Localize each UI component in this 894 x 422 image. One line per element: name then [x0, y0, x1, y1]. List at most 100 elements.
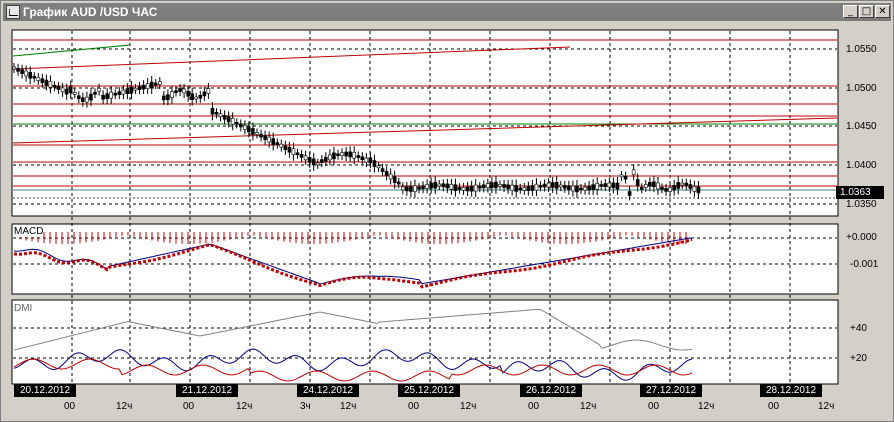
candle-body [109, 91, 113, 99]
candle-body [287, 146, 292, 153]
candle-body [473, 184, 478, 192]
candle-body [210, 107, 215, 115]
candle-body [660, 187, 664, 190]
dmi-tick: +40 [850, 323, 867, 334]
candle-body [218, 113, 223, 118]
dmi-tick: +20 [850, 353, 867, 364]
candle-body [425, 184, 429, 189]
candle-body [486, 183, 490, 188]
candle-body [230, 118, 235, 125]
hour-label: 12ч [116, 401, 133, 412]
title-bar[interactable]: График AUD /USD ЧАС _ □ ✕ [3, 3, 891, 21]
current-price-badge: 1.0363 [836, 186, 884, 199]
candle-body [376, 165, 381, 169]
candle-body [303, 155, 308, 161]
macd-label: MACD [14, 226, 44, 237]
hour-label: 3ч [300, 401, 311, 412]
maximize-button[interactable]: □ [859, 5, 874, 18]
candle-body [149, 81, 154, 89]
candle-body [514, 185, 519, 192]
hour-label: 00 [768, 401, 780, 412]
candle-body [550, 182, 555, 188]
candle-body [93, 91, 97, 95]
candle-body [676, 182, 681, 189]
candle-body [295, 152, 300, 156]
price-tick: 1.0350 [846, 199, 877, 210]
dmi-label: DMI [14, 303, 33, 314]
close-button[interactable]: ✕ [875, 5, 890, 18]
candle-body [656, 182, 660, 190]
candle-body [182, 88, 186, 94]
price-tick: 1.0500 [846, 83, 877, 94]
candle-body [672, 184, 676, 191]
candle-body [534, 183, 539, 191]
price-panel [11, 29, 839, 217]
date-label: 26.12.2012 [520, 384, 583, 397]
candle-body [133, 87, 138, 91]
candle-body [202, 91, 207, 97]
candle-body [599, 184, 604, 187]
candle-body [194, 96, 199, 100]
minimize-button[interactable]: _ [843, 5, 858, 18]
hour-label: 12ч [236, 401, 253, 412]
dmi-panel [11, 299, 839, 385]
candle-body [631, 169, 636, 176]
candle-body [607, 182, 612, 188]
hour-label: 12ч [460, 401, 477, 412]
candle-body [481, 184, 486, 189]
candle-body [627, 191, 632, 196]
candle-body [360, 156, 365, 160]
candle-body [558, 184, 563, 188]
dmi-plus-line [13, 348, 693, 381]
candle-body [603, 183, 608, 187]
candle-body [433, 181, 438, 189]
chart-app-icon [6, 5, 20, 19]
candle-body [101, 94, 105, 100]
candle-body [526, 186, 531, 191]
date-label: 27.12.2012 [640, 384, 703, 397]
candle-body [328, 154, 332, 161]
hour-label: 00 [528, 401, 540, 412]
candle-body [283, 145, 288, 150]
candle-body [68, 86, 73, 94]
candle-body [40, 78, 45, 84]
candle-body [137, 86, 142, 90]
candle-body [259, 133, 263, 138]
candle-body [595, 182, 600, 190]
candle-body [591, 184, 595, 190]
candle-body [81, 97, 85, 102]
candle-body [267, 136, 271, 143]
candle-body [141, 84, 146, 90]
candle-body [364, 157, 369, 163]
candle-body [105, 93, 109, 100]
candle-body [388, 173, 393, 180]
date-label: 24.12.2012 [297, 384, 360, 397]
price-tick: 1.0450 [846, 121, 877, 132]
candle-body [619, 174, 624, 178]
candle-body [688, 184, 693, 189]
candle-body [461, 187, 466, 191]
candle-body [352, 151, 357, 159]
trend-line [12, 117, 838, 144]
candle-body [186, 90, 190, 97]
window-title: График AUD /USD ЧАС [23, 5, 158, 19]
candle-body [542, 183, 547, 188]
candle-body [291, 148, 296, 156]
candle-body [117, 91, 122, 95]
candle-body [166, 94, 170, 101]
price-tick: 1.0400 [846, 160, 877, 171]
hour-label: 12ч [580, 401, 597, 412]
candle-body [60, 87, 65, 93]
date-label: 20.12.2012 [14, 384, 77, 397]
candle-body [44, 79, 49, 86]
candle-body [121, 89, 126, 95]
candle-body [417, 186, 421, 190]
candle-body [372, 160, 377, 167]
hour-label: 12ч [698, 401, 715, 412]
candle-body [170, 91, 174, 98]
candle-body [24, 70, 28, 77]
trend-line [12, 44, 131, 57]
hour-label: 12ч [340, 401, 357, 412]
candle-body [696, 186, 701, 194]
